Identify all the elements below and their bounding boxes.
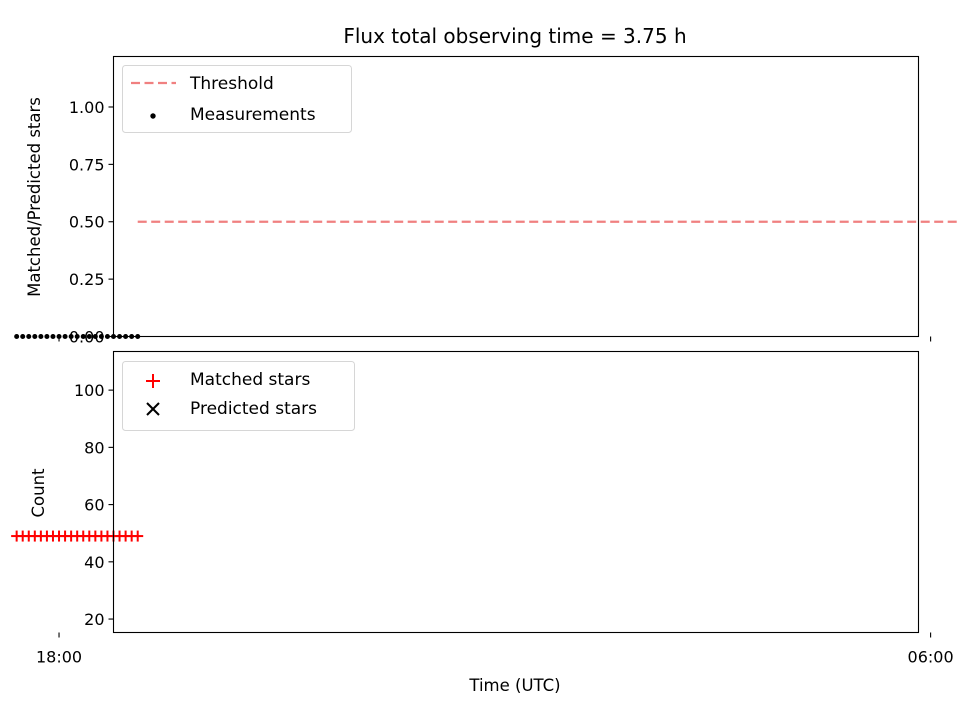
legend-predicted-label: Predicted stars: [190, 399, 317, 419]
measurement-point: [74, 334, 80, 339]
top-y-tick-label: 0.25: [69, 270, 105, 289]
legend-measurements-label: Measurements: [190, 105, 316, 125]
top-y-tick-label: 0.50: [69, 213, 105, 232]
measurement-point: [104, 334, 110, 339]
bottom-y-ticks: 20 40 60 80 100: [74, 381, 114, 629]
x-axis-label: Time (UTC): [468, 676, 560, 695]
bottom-legend: Matched stars Predicted stars: [122, 361, 355, 431]
top-y-tick-label: 1.00: [69, 98, 105, 117]
top-panel: 0.00 0.25 0.50 0.75 1.00 Matched/Predicted s…: [14, 55, 960, 347]
measurement-point: [32, 334, 38, 339]
top-legend-box: [122, 65, 352, 133]
measurement-point: [44, 334, 50, 339]
measurement-point: [38, 334, 44, 339]
measurement-point: [92, 334, 98, 339]
bottom-axes-frame: [112, 350, 920, 634]
measurement-point: [68, 334, 74, 339]
bottom-y-tick-label: 40: [84, 553, 104, 572]
bottom-y-tick-label: 60: [84, 496, 104, 515]
top-y-tick-label: 0.00: [69, 328, 105, 347]
legend-measurements-swatch: [150, 113, 156, 119]
legend-matched-label: Matched stars: [190, 370, 310, 390]
top-legend: Threshold Measurements: [122, 65, 352, 133]
measurement-point: [20, 334, 26, 339]
measurement-point: [62, 334, 68, 339]
measurement-point: [50, 334, 56, 339]
top-y-ticks: 0.00 0.25 0.50 0.75 1.00: [69, 98, 114, 347]
measurement-point: [80, 334, 86, 339]
bottom-y-axis-label: Count: [29, 468, 48, 518]
top-axes-frame: [112, 55, 920, 338]
legend-matched-swatch: [146, 374, 160, 388]
measurement-point: [26, 334, 32, 339]
legend-threshold-label: Threshold: [189, 74, 274, 94]
matched-stars-series: [11, 530, 144, 542]
bottom-y-tick-label: 80: [84, 438, 104, 457]
measurement-point: [86, 334, 92, 339]
top-y-tick-label: 0.75: [69, 155, 105, 174]
chart-title: Flux total observing time = 3.75 h: [343, 24, 686, 48]
top-y-axis-label: Matched/Predicted stars: [25, 97, 44, 297]
bottom-panel: 20 40 60 80 100 18:0020:0022:0000:0002:0004:…: [11, 350, 954, 695]
bottom-y-tick-label: 100: [74, 381, 105, 400]
bottom-legend-box: [122, 361, 355, 431]
legend-predicted-swatch: [146, 402, 160, 416]
x-tick-label: 06:00: [908, 648, 954, 667]
measurements-series: [14, 334, 141, 339]
matched-star-point: [11, 530, 23, 542]
top-x-ticks: [58, 336, 932, 342]
x-tick-label: 18:00: [36, 648, 82, 667]
bottom-y-tick-label: 20: [84, 610, 104, 629]
measurement-point: [98, 334, 104, 339]
measurement-point: [14, 334, 20, 339]
